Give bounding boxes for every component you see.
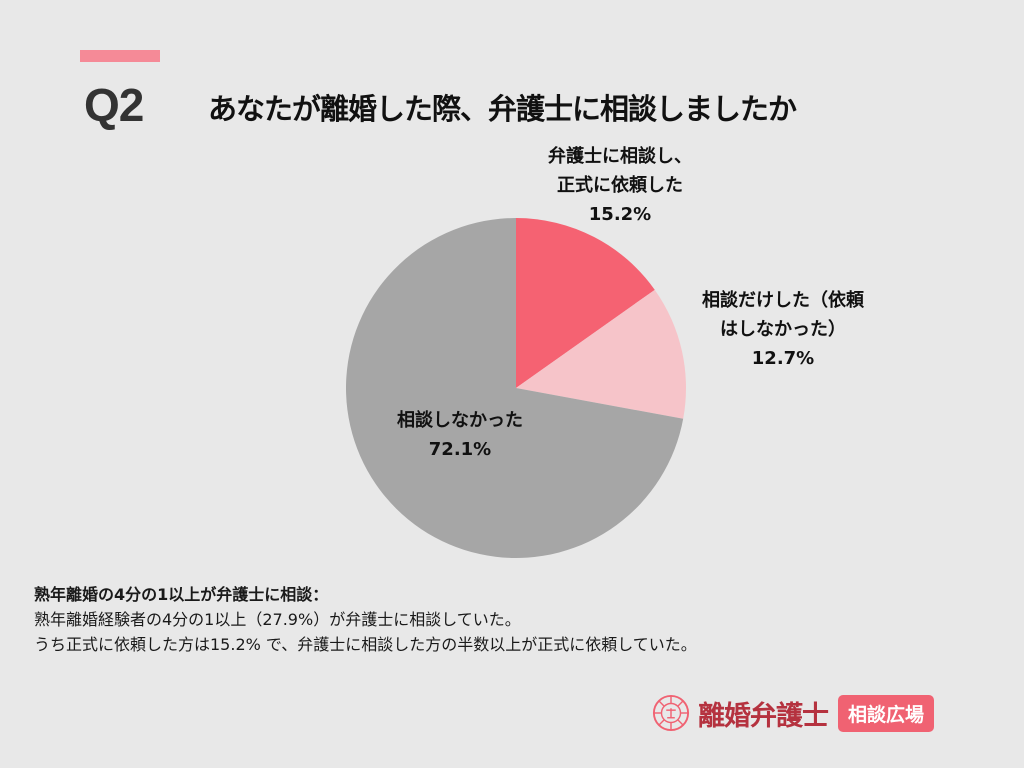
slice-label-no-consult: 相談しなかった 72.1% (360, 406, 560, 464)
label-line: 相談だけした（依頼 (702, 290, 864, 311)
note-heading: 熟年離婚の4分の1以上が弁護士に相談： (34, 585, 329, 604)
pie-slice (516, 218, 655, 388)
label-value: 72.1% (428, 439, 492, 460)
pie-chart (346, 218, 686, 558)
label-line: 正式に依頼した (557, 175, 683, 196)
label-line: はしなかった） (720, 319, 846, 340)
accent-bar (80, 50, 160, 62)
pie-slice (346, 218, 684, 558)
label-value: 12.7% (751, 348, 815, 369)
brand-name: 離婚弁護士 (698, 700, 829, 732)
pie-slice (516, 289, 686, 419)
slice-label-requested: 弁護士に相談し、 正式に依頼した 15.2% (520, 142, 720, 229)
note-line: うち正式に依頼した方は15.2% で、弁護士に相談した方の半数以上が正式に依頼し… (34, 635, 697, 654)
brand-logo-group: 離婚弁護士 相談広場 (652, 692, 935, 734)
slice-label-consult-only: 相談だけした（依頼 はしなかった） 12.7% (668, 286, 898, 373)
scales-emblem-icon (652, 694, 690, 732)
brand-tag: 相談広場 (838, 694, 935, 732)
page-title: あなたが離婚した際、弁護士に相談しましたか (208, 92, 797, 126)
summary-note: 熟年離婚の4分の1以上が弁護士に相談： 熟年離婚経験者の4分の1以上（27.9%… (34, 582, 697, 657)
note-line: 熟年離婚経験者の4分の1以上（27.9%）が弁護士に相談していた。 (34, 610, 521, 629)
question-number: Q2 (84, 79, 144, 131)
label-line: 相談しなかった (397, 410, 523, 431)
label-value: 15.2% (588, 204, 652, 225)
label-line: 弁護士に相談し、 (548, 146, 692, 167)
